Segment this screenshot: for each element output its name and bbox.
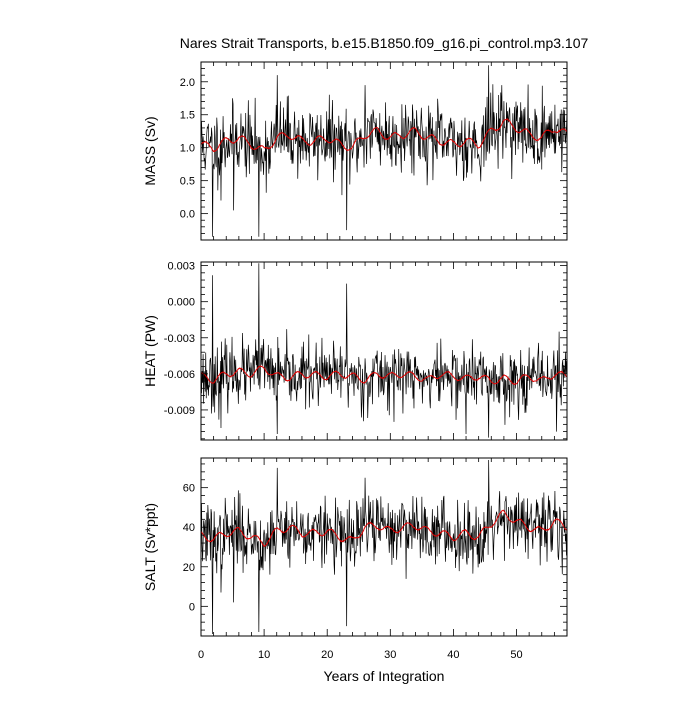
monthly-series-line [201, 65, 567, 237]
plot-frame [200, 261, 568, 441]
x-axis-label: Years of Integration [324, 668, 445, 684]
x-tick-label: 0 [198, 649, 204, 661]
y-tick-label: -0.009 [164, 405, 195, 417]
y-tick-label: -0.006 [164, 369, 195, 381]
y-tick-label: -0.003 [164, 333, 195, 345]
y-tick-label: 0.003 [167, 261, 195, 273]
smoothed-series-line [201, 365, 567, 386]
y-tick-label: 40 [183, 522, 195, 534]
y-axis-label: SALT (Sv*ppt) [142, 503, 158, 591]
y-tick-label: 0.0 [180, 209, 195, 221]
chart-title: Nares Strait Transports, b.e15.B1850.f09… [180, 35, 589, 51]
panel-heat: -0.009 -0.006 -0.003 0.000 0.003 HEAT (PW) [142, 261, 568, 441]
monthly-series-line [201, 263, 567, 438]
x-tick-label: 50 [510, 649, 522, 661]
monthly-series-line [201, 459, 567, 635]
y-tick-label: 1.5 [180, 110, 195, 122]
panel-salt: 0 20 40 60 SALT (Sv*ppt) 0 10 20 30 40 50 [142, 457, 568, 661]
x-tick-label: 20 [321, 649, 333, 661]
y-tick-label: 20 [183, 562, 195, 574]
x-tick-label: 40 [447, 649, 459, 661]
y-tick-label: 0.5 [180, 176, 195, 188]
x-tick-label: 30 [384, 649, 396, 661]
x-tick-label: 10 [258, 649, 270, 661]
y-axis-label: MASS (Sv) [142, 116, 158, 185]
y-tick-label: 0.000 [167, 297, 195, 309]
y-tick-label: 2.0 [180, 77, 195, 89]
y-tick-label: 0 [189, 601, 195, 613]
smoothed-series-line [201, 509, 567, 548]
plot-frame [200, 61, 568, 241]
y-tick-label: 60 [183, 483, 195, 495]
y-tick-label: 1.0 [180, 143, 195, 155]
panel-mass: 0.0 0.5 1.0 1.5 2.0 MASS (Sv) [142, 61, 568, 241]
smoothed-series-line [201, 118, 567, 153]
plot-frame [200, 457, 568, 637]
y-axis-label: HEAT (PW) [142, 315, 158, 387]
